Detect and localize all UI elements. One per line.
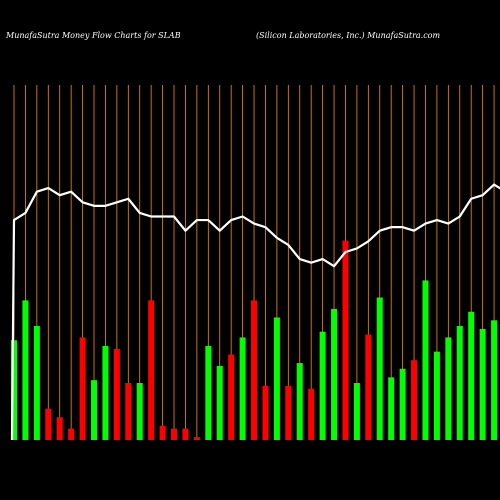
flow-bar (251, 300, 258, 440)
flow-bar (205, 345, 212, 440)
chart-title: MunafaSutra Money Flow Charts for SLAB (5, 31, 181, 40)
flow-bar (79, 337, 86, 440)
flow-bar (308, 388, 315, 440)
flow-bar (91, 380, 98, 440)
flow-bar (468, 311, 475, 440)
flow-bar (45, 408, 52, 440)
flow-bar (433, 351, 440, 440)
flow-bar (411, 360, 418, 440)
flow-bar (445, 337, 452, 440)
flow-bar (148, 300, 155, 440)
flow-bar (239, 337, 246, 440)
flow-bar (171, 428, 178, 440)
flow-bar (491, 320, 498, 440)
flow-bar (331, 308, 338, 440)
flow-bar (353, 383, 360, 440)
flow-bar (102, 345, 109, 440)
flow-bar (113, 348, 120, 440)
flow-bar (33, 326, 40, 440)
flow-bar (56, 417, 63, 440)
flow-bar (319, 331, 326, 440)
flow-bar (262, 385, 269, 440)
flow-bar (365, 334, 372, 440)
flow-bar (388, 377, 395, 440)
flow-bar (125, 383, 132, 440)
flow-bar (193, 437, 200, 440)
chart-subtitle: (Silicon Laboratories, Inc.) MunafaSutra… (256, 31, 441, 40)
flow-bar (136, 383, 143, 440)
flow-bar (273, 317, 280, 440)
flow-bar (11, 340, 17, 440)
flow-bar (422, 280, 429, 440)
flow-bar (456, 326, 463, 440)
flow-bar (216, 365, 223, 440)
flow-bar (296, 363, 303, 440)
flow-bar (285, 385, 292, 440)
flow-bar (342, 240, 349, 440)
flow-bar (182, 428, 189, 440)
flow-bar (228, 354, 235, 440)
flow-bar (399, 368, 406, 440)
money-flow-line (10, 183, 500, 441)
flow-bar (22, 300, 29, 440)
flow-bar (159, 425, 166, 440)
flow-bar (68, 428, 75, 440)
flow-bar (479, 328, 486, 440)
money-flow-bars (11, 240, 498, 440)
flow-bar (376, 297, 383, 440)
